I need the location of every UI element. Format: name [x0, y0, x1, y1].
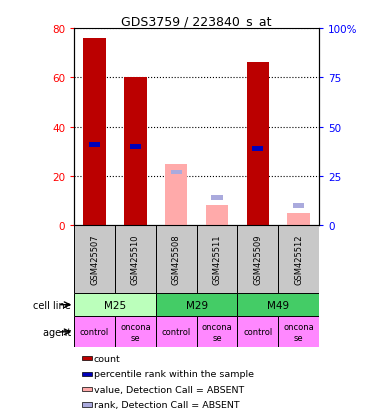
Text: oncona
se: oncona se: [202, 322, 232, 342]
Bar: [74, 225, 115, 293]
Text: percentile rank within the sample: percentile rank within the sample: [93, 369, 253, 378]
Bar: [115, 225, 156, 293]
Bar: [288, 214, 310, 225]
Bar: [197, 225, 237, 293]
Bar: [278, 225, 319, 293]
Text: M29: M29: [186, 300, 208, 310]
Text: GSM425511: GSM425511: [213, 234, 221, 285]
Bar: [237, 293, 319, 317]
Text: oncona
se: oncona se: [283, 322, 314, 342]
Text: control: control: [162, 328, 191, 337]
Bar: [247, 63, 269, 225]
Bar: [171, 170, 182, 175]
Text: control: control: [80, 328, 109, 337]
Bar: [211, 196, 223, 200]
Text: cell line: cell line: [33, 300, 74, 310]
Text: M25: M25: [104, 300, 126, 310]
Bar: [206, 206, 228, 225]
Text: count: count: [93, 354, 120, 363]
Title: GDS3759 / 223840_s_at: GDS3759 / 223840_s_at: [121, 15, 272, 28]
Text: value, Detection Call = ABSENT: value, Detection Call = ABSENT: [93, 385, 244, 394]
Text: control: control: [243, 328, 272, 337]
Text: GSM425509: GSM425509: [253, 234, 262, 285]
Text: rank, Detection Call = ABSENT: rank, Detection Call = ABSENT: [93, 400, 239, 409]
Bar: [82, 402, 92, 407]
Text: GSM425510: GSM425510: [131, 234, 140, 285]
Bar: [165, 164, 187, 225]
Bar: [237, 317, 278, 347]
Bar: [197, 317, 237, 347]
Bar: [89, 143, 100, 147]
Text: GSM425508: GSM425508: [172, 234, 181, 285]
Text: GSM425507: GSM425507: [90, 234, 99, 285]
Bar: [83, 39, 106, 225]
Text: GSM425512: GSM425512: [294, 234, 303, 285]
Bar: [252, 147, 263, 151]
Bar: [124, 78, 147, 225]
Bar: [74, 293, 156, 317]
Text: agent: agent: [43, 327, 74, 337]
Bar: [156, 225, 197, 293]
Bar: [115, 317, 156, 347]
Bar: [156, 293, 237, 317]
Bar: [82, 387, 92, 392]
Bar: [130, 145, 141, 149]
Bar: [82, 372, 92, 376]
Bar: [237, 225, 278, 293]
Bar: [293, 204, 304, 208]
Bar: [278, 317, 319, 347]
Bar: [82, 356, 92, 361]
Text: M49: M49: [267, 300, 289, 310]
Bar: [74, 317, 115, 347]
Bar: [156, 317, 197, 347]
Text: oncona
se: oncona se: [120, 322, 151, 342]
